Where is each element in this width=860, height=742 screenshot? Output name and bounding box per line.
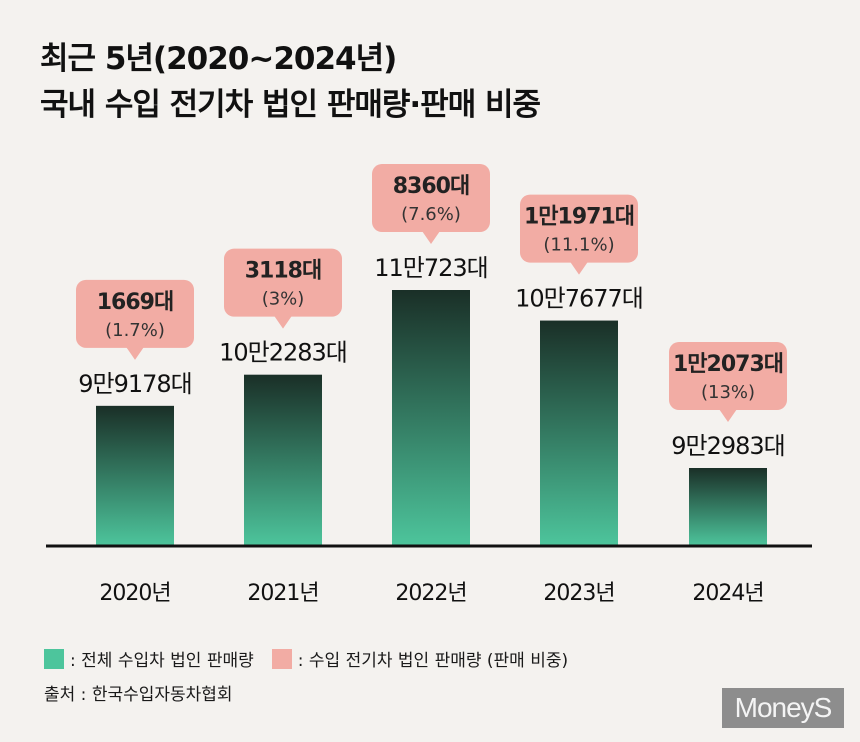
legend-swatch-total <box>44 648 64 669</box>
x-tick-label: 2024년 <box>692 581 763 606</box>
bar <box>392 290 470 546</box>
bar-chart: 9만9178대 1669대 (1.7%) 2020년 10만2283대 3118대 (3%)… <box>46 164 812 606</box>
ev-bubble <box>76 279 194 348</box>
ev-value-label: 8360대 <box>393 174 469 199</box>
legend-swatch-ev <box>271 648 292 669</box>
x-tick-label: 2022년 <box>395 581 466 606</box>
ev-value-label: 1669대 <box>97 290 173 315</box>
ev-value-label: 1만1971대 <box>524 205 634 230</box>
ev-bubble <box>669 342 787 410</box>
bar <box>689 468 767 546</box>
ev-share-label: (1.7%) <box>105 320 165 341</box>
title-line-2: 국내 수입 전기차 법인 판매량·판매 비중 <box>40 87 541 123</box>
ev-bubble <box>372 164 490 232</box>
ev-bubble-pointer <box>719 409 737 422</box>
ev-value-label: 1만2073대 <box>673 352 783 377</box>
ev-bubble-pointer <box>570 261 588 275</box>
x-tick-label: 2020년 <box>99 581 170 606</box>
bar-value-label: 10만2283대 <box>219 339 347 367</box>
bar-value-label: 10만7677대 <box>515 285 643 313</box>
ev-share-label: (7.6%) <box>401 204 461 225</box>
legend-label-ev: : 수입 전기차 법인 판매량 (판매 비중) <box>297 651 569 671</box>
x-tick-label: 2023년 <box>543 581 614 606</box>
x-tick-label: 2021년 <box>247 581 318 606</box>
ev-value-label: 3118대 <box>245 259 321 284</box>
ev-share-label: (13%) <box>701 382 755 403</box>
source-note: 출처 : 한국수입자동차협회 <box>44 685 233 705</box>
ev-bubble-pointer <box>126 346 144 360</box>
title-line-1: 최근 5년(2020~2024년) <box>40 41 397 77</box>
ev-share-label: (11.1%) <box>543 235 614 256</box>
ev-bubble-pointer <box>274 315 292 329</box>
bar <box>96 405 174 546</box>
ev-share-label: (3%) <box>262 289 305 310</box>
bar <box>244 374 322 546</box>
moneys-logo: MoneyS <box>722 688 844 728</box>
ev-bubble-pointer <box>422 231 440 244</box>
bar-value-label: 9만9178대 <box>78 370 192 398</box>
bar <box>540 320 618 546</box>
chart-title: 최근 5년(2020~2024년) 국내 수입 전기차 법인 판매량·판매 비중 <box>40 36 541 128</box>
legend: : 전체 수입차 법인 판매량 : 수입 전기차 법인 판매량 (판매 비중) <box>44 646 568 671</box>
legend-label-total: : 전체 수입차 법인 판매량 <box>70 651 254 671</box>
ev-bubble <box>224 248 342 317</box>
bar-value-label: 11만723대 <box>374 254 488 282</box>
bar-value-label: 9만2983대 <box>671 432 785 460</box>
ev-bubble <box>520 194 638 263</box>
